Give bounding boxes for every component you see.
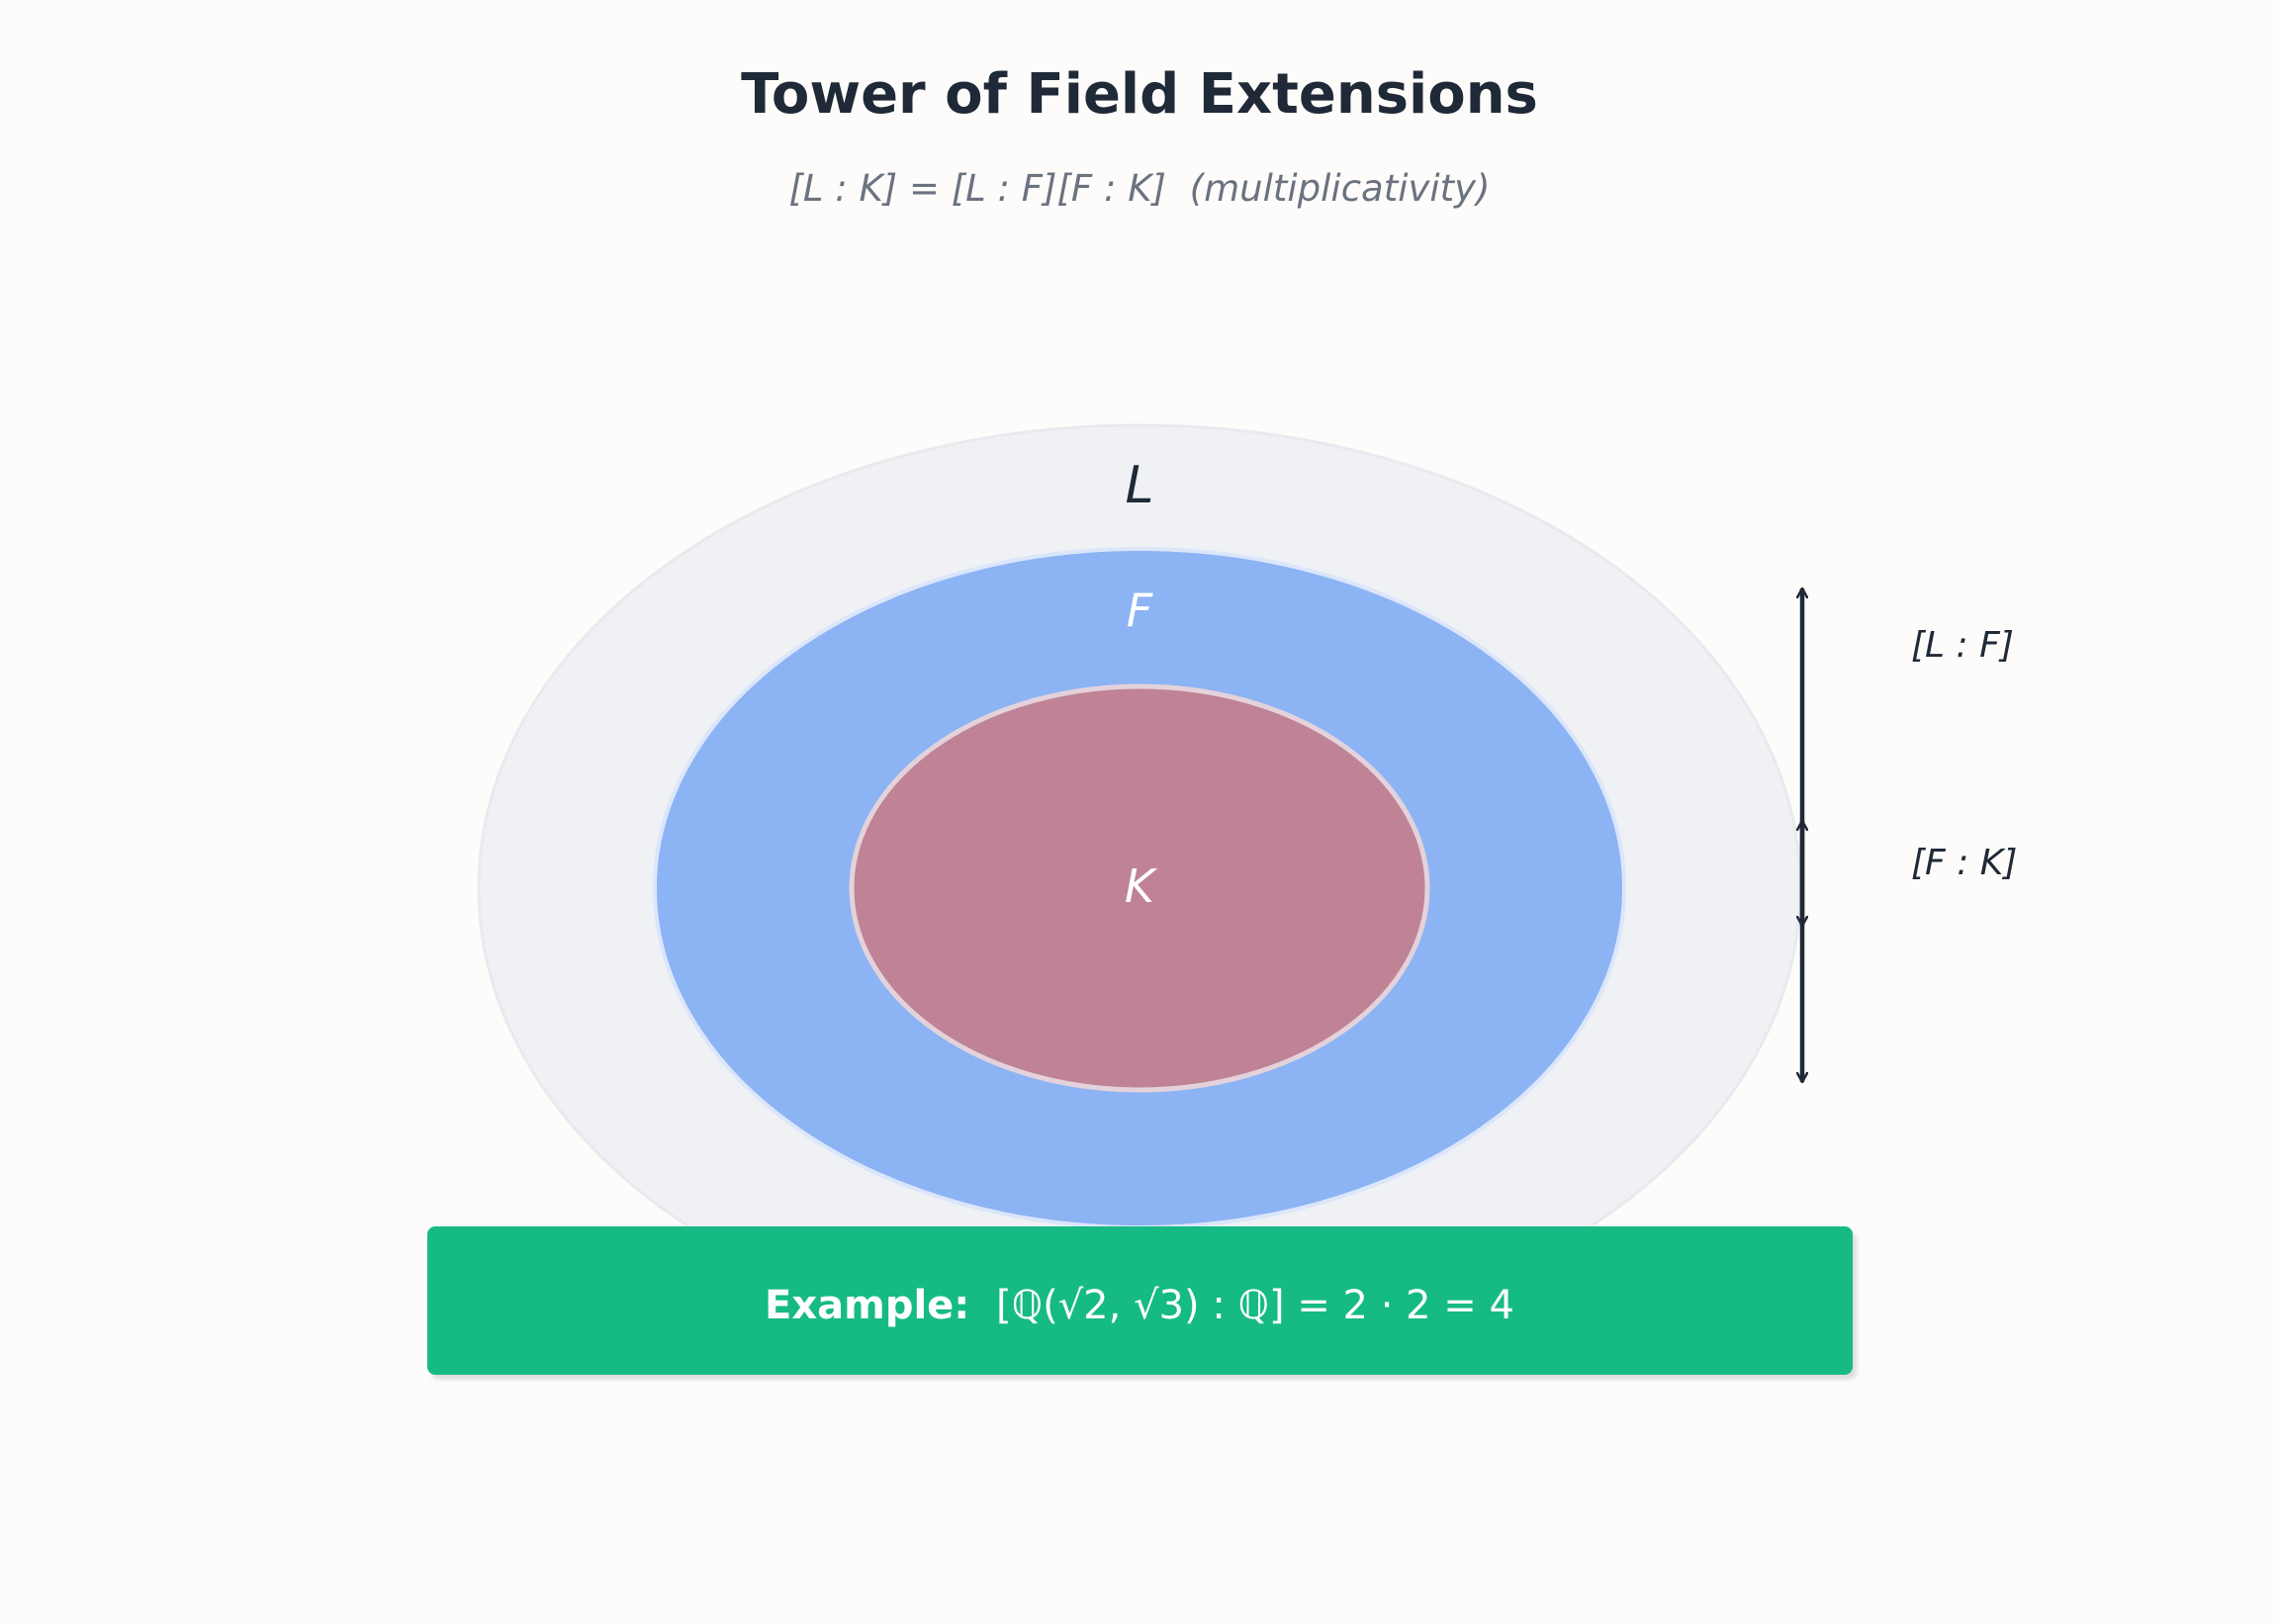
subtitle-formula: [L : K] = [L : F][F : K] — [788, 167, 1165, 210]
degree-label-F-K: [F : K] — [1911, 843, 2017, 883]
page-title: Tower of Field Extensions — [741, 62, 1538, 127]
field-L-label: L — [1126, 456, 1154, 515]
example-text: Example: [ℚ(√2, √3) : ℚ] = 2 · 2 = 4 — [765, 1283, 1514, 1328]
field-K-label: K — [1125, 859, 1158, 913]
example-formula: [ℚ(√2, √3) : ℚ] = 2 · 2 = 4 — [996, 1283, 1514, 1328]
degree-label-L-F: [L : F] — [1911, 625, 2014, 666]
subtitle-note: (multiplicativity) — [1190, 167, 1491, 210]
subtitle: [L : K] = [L : F][F : K] (multiplicativi… — [788, 167, 1490, 210]
field-F-label: F — [1127, 584, 1153, 637]
field-K-ellipse — [849, 683, 1430, 1093]
example-box — [427, 1226, 1853, 1375]
example-prefix: Example: — [765, 1283, 969, 1328]
